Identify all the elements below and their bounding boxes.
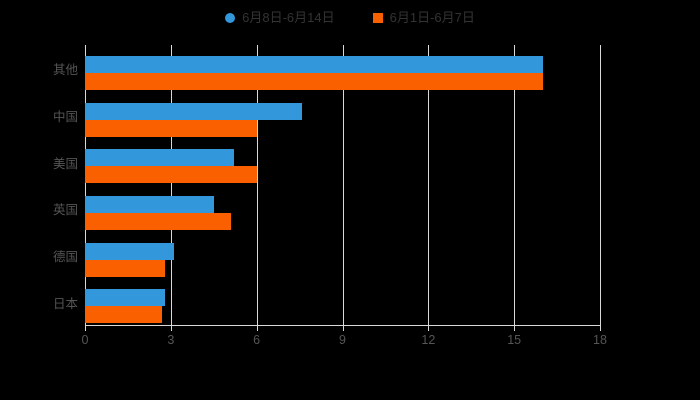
y-axis-label: 日本	[52, 296, 78, 311]
bar[interactable]	[85, 166, 257, 184]
legend-label-0: 6月8日-6月14日	[242, 10, 335, 25]
bar-group	[85, 138, 600, 185]
x-axis-label: 0	[81, 333, 89, 347]
x-axis-tick	[514, 326, 516, 331]
bar[interactable]	[85, 242, 174, 260]
legend-label-1: 6月1日-6月7日	[389, 10, 475, 25]
bar[interactable]	[85, 196, 214, 213]
x-axis-label: 3	[167, 333, 175, 347]
bar[interactable]	[85, 289, 166, 307]
gridline	[600, 45, 601, 325]
y-axis-label: 英国	[52, 203, 78, 218]
x-axis-tick	[342, 326, 344, 331]
y-axis-label: 其他	[52, 63, 78, 78]
legend-swatch-square-icon	[372, 13, 383, 23]
gridline	[85, 45, 86, 325]
bar-group	[85, 278, 600, 325]
legend-item-1[interactable]: 6月1日-6月7日	[372, 8, 475, 28]
bar[interactable]	[85, 306, 163, 324]
x-axis-tick	[256, 326, 258, 331]
x-axis-tick	[170, 326, 172, 331]
x-axis-tick	[600, 326, 601, 331]
legend-item-0[interactable]: 6月8日-6月14日	[225, 8, 335, 28]
bar[interactable]	[85, 259, 166, 277]
bar-group	[85, 92, 600, 139]
chart-legend: 6月8日-6月14日 6月1日-6月7日	[0, 8, 700, 28]
x-axis-tick	[85, 326, 86, 331]
bar-group	[85, 185, 600, 232]
gridline	[342, 45, 344, 325]
x-axis-label: 9	[339, 333, 346, 347]
bar-group	[85, 232, 600, 279]
x-axis-tick	[428, 326, 430, 331]
y-axis-label: 中国	[52, 110, 78, 124]
bar[interactable]	[85, 119, 257, 137]
x-axis-label: 18	[593, 333, 607, 347]
gridline	[256, 45, 258, 325]
x-axis-label: 12	[421, 333, 436, 347]
y-axis-label: 德国	[52, 250, 78, 264]
bar[interactable]	[85, 102, 303, 120]
gridline	[428, 45, 430, 325]
bar[interactable]	[85, 149, 234, 167]
y-axis-label: 美国	[52, 156, 78, 171]
plot-area	[85, 45, 601, 325]
legend-swatch-circle-icon	[225, 13, 236, 23]
x-axis-label: 6	[253, 333, 261, 347]
bar-group	[85, 45, 600, 92]
bar[interactable]	[85, 73, 543, 90]
x-axis-label: 15	[507, 333, 522, 347]
gridline	[170, 45, 172, 325]
gridline	[514, 45, 516, 325]
bar[interactable]	[85, 213, 231, 230]
bar[interactable]	[85, 56, 543, 73]
x-axis-baseline	[85, 325, 601, 326]
